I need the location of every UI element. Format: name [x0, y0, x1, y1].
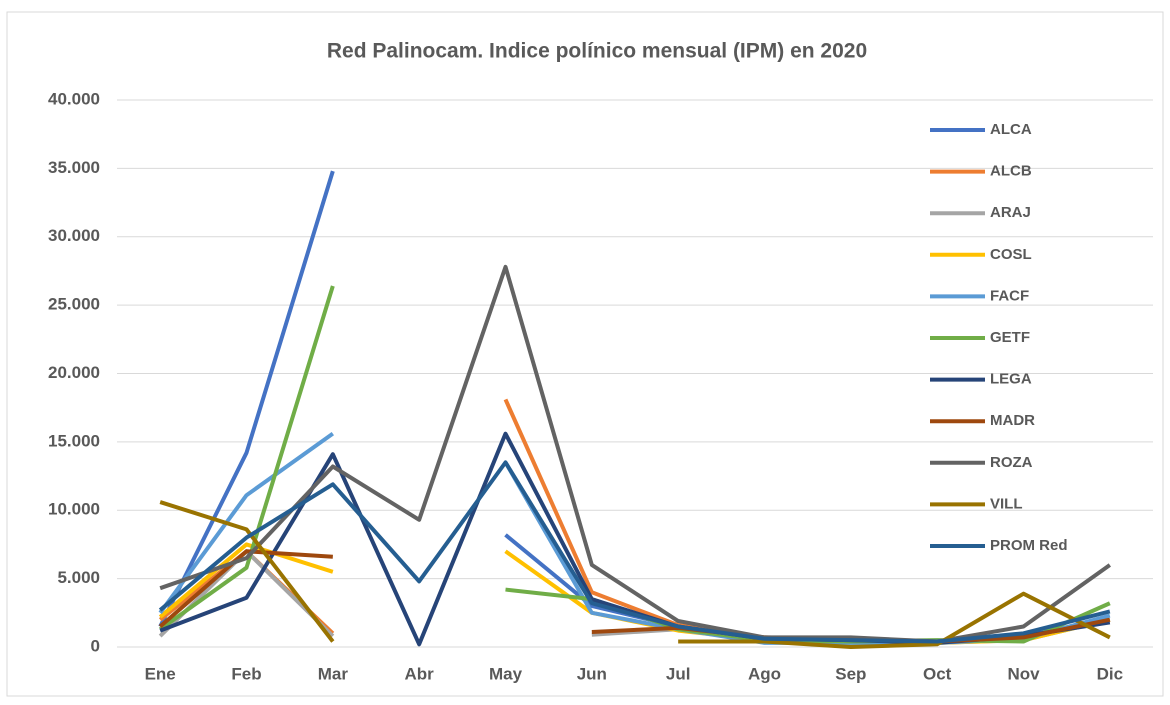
x-tick-label: Oct: [923, 664, 952, 683]
y-tick-label: 30.000: [48, 226, 100, 245]
legend-label: FACF: [990, 287, 1029, 304]
legend-label: VILL: [990, 495, 1023, 512]
legend-label: ROZA: [990, 454, 1033, 471]
y-tick-label: 35.000: [48, 158, 100, 177]
legend-label: ALCA: [990, 121, 1032, 138]
x-tick-label: Ene: [145, 664, 176, 683]
x-tick-label: Dic: [1097, 664, 1123, 683]
y-tick-label: 5.000: [57, 568, 100, 587]
x-tick-label: Sep: [835, 664, 866, 683]
series-line: [159, 500, 1111, 649]
y-tick-label: 25.000: [48, 295, 100, 314]
x-tick-label: Mar: [318, 664, 349, 683]
y-tick-label: 40.000: [48, 89, 100, 108]
legend-label: PROM Red: [990, 537, 1068, 554]
legend-label: ALCB: [990, 163, 1032, 180]
y-tick-label: 0: [91, 636, 100, 655]
chart-title: Red Palinocam. Indice polínico mensual (…: [327, 40, 867, 63]
y-tick-label: 10.000: [48, 500, 100, 519]
x-tick-label: Ago: [748, 664, 781, 683]
x-tick-label: Nov: [1007, 664, 1040, 683]
x-tick-label: Abr: [405, 664, 435, 683]
x-tick-label: May: [489, 664, 523, 683]
y-tick-label: 20.000: [48, 363, 100, 382]
legend-label: ARAJ: [990, 204, 1031, 221]
x-tick-label: Jun: [577, 664, 607, 683]
legend-label: MADR: [990, 412, 1035, 429]
legend-label: GETF: [990, 329, 1030, 346]
series-line: [158, 460, 1111, 644]
y-tick-label: 15.000: [48, 431, 100, 450]
legend-label: COSL: [990, 246, 1032, 263]
x-tick-label: Feb: [231, 664, 261, 683]
legend-label: LEGA: [990, 371, 1032, 388]
x-tick-label: Jul: [666, 664, 691, 683]
